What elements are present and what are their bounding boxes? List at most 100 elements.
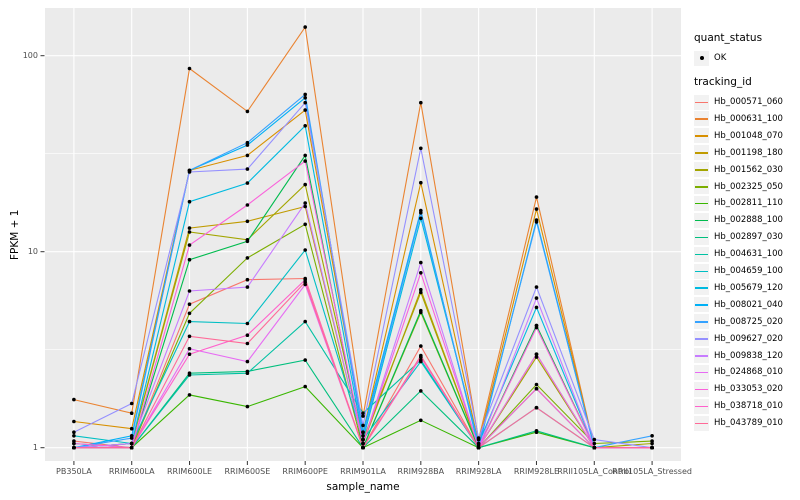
legend-item-Hb_008021_040: Hb_008021_040 (694, 297, 783, 313)
legend-item-Hb_002811_110: Hb_002811_110 (694, 195, 783, 211)
legend-item-label: Hb_024868_010 (714, 367, 783, 378)
legend-item-Hb_002897_030: Hb_002897_030 (694, 229, 783, 245)
legend-color-line (695, 287, 708, 289)
legend-item-Hb_004631_100: Hb_004631_100 (694, 246, 783, 262)
legend-item-label: Hb_038718_010 (714, 401, 783, 412)
legend-key-box (694, 229, 709, 245)
x-tick-label-RRIM928BA: RRIM928BA (397, 467, 445, 476)
legend-key-box (694, 145, 709, 161)
legend-key-box (694, 398, 709, 414)
legend-item-Hb_009838_120: Hb_009838_120 (694, 348, 783, 364)
legend-color-line (695, 304, 708, 306)
legend-color-line (695, 186, 708, 188)
legend-key-box (694, 128, 709, 144)
legend-key-box (694, 263, 709, 279)
legend-color-line (695, 152, 708, 154)
legend-item-Hb_001048_070: Hb_001048_070 (694, 128, 783, 144)
legend-color-line (695, 236, 708, 239)
legend-item-Hb_043789_010: Hb_043789_010 (694, 415, 783, 431)
legend-item-label: Hb_004631_100 (714, 249, 783, 260)
legend-item-label: Hb_009627_020 (714, 333, 783, 344)
x-tick-label-RRIM901LA: RRIM901LA (340, 467, 386, 476)
legend-item-Hb_001562_030: Hb_001562_030 (694, 162, 783, 178)
y-tick-label-100: 100 (22, 50, 38, 60)
legend-item-Hb_004659_100: Hb_004659_100 (694, 263, 783, 279)
legend-item-Hb_002888_100: Hb_002888_100 (694, 212, 783, 228)
legend-item-label: Hb_009838_120 (714, 350, 783, 361)
y-axis-title: FPKM + 1 (9, 209, 21, 260)
y-tick-label-1: 1 (32, 442, 38, 452)
legend-key-box (694, 297, 709, 313)
legend-color-line (695, 169, 708, 171)
legend-key-box (694, 162, 709, 178)
legend-color-line (695, 422, 708, 425)
x-tick-label-RRIM928LE: RRIM928LE (513, 467, 560, 476)
legend-key-box (694, 381, 709, 397)
legend-key-box (694, 280, 709, 296)
x-tick-label-RRII105LA_Control: RRII105LA_Control (557, 467, 632, 476)
legend-color-line (695, 219, 708, 222)
x-axis-title: sample_name (326, 481, 400, 493)
legend-item-Hb_038718_010: Hb_038718_010 (694, 398, 783, 414)
legend-key-box (694, 246, 709, 262)
legend-key-box (694, 94, 709, 110)
legend-color-line (695, 101, 708, 103)
legend-key-box (694, 348, 709, 363)
legend-title-quant-status: quant_status (694, 32, 763, 44)
legend-item-label: Hb_004659_100 (714, 266, 783, 276)
legend-item-Hb_000631_100: Hb_000631_100 (694, 111, 783, 127)
legend-color-line (695, 388, 708, 391)
legend-color-line (695, 355, 708, 357)
legend-item-Hb_024868_010: Hb_024868_010 (694, 364, 783, 380)
legend-color-line (695, 405, 708, 408)
legend-item-label: Hb_005679_120 (714, 282, 783, 293)
x-tick-label-RRIM600LE: RRIM600LE (166, 467, 213, 476)
legend-color-line (695, 202, 708, 205)
legend-item-label: Hb_033053_020 (714, 384, 783, 395)
legend-key-box (694, 415, 709, 431)
legend-item-label: Hb_001048_070 (714, 130, 783, 141)
legend-key-box (694, 179, 709, 194)
x-tick-label-RRIM928LA: RRIM928LA (455, 467, 502, 476)
legend-item-Hb_033053_020: Hb_033053_020 (694, 381, 783, 397)
x-tick-label-RRIM600LA: RRIM600LA (108, 467, 155, 476)
legend-key-box (694, 364, 709, 380)
legend-item-Hb_005679_120: Hb_005679_120 (694, 280, 783, 296)
legend-item-label: Hb_001562_030 (714, 164, 783, 175)
x-tick-label-RRII105LA_Stressed: RRII105LA_Stressed (612, 467, 692, 476)
legend-item-label: Hb_002811_110 (714, 198, 783, 209)
y-tick-label-10: 10 (27, 246, 38, 256)
legend-key-box (694, 50, 709, 66)
legend-item-Hb_001198_180: Hb_001198_180 (694, 145, 783, 161)
legend-key-box (694, 195, 709, 211)
x-tick-label-RRIM600PE: RRIM600PE (282, 467, 328, 476)
legend-key-box (694, 111, 709, 127)
axis-ticks (40, 55, 653, 465)
legend-item-Hb_000571_060: Hb_000571_060 (694, 94, 783, 110)
legend-item-label: Hb_002325_050 (714, 181, 783, 192)
legend-color-line (695, 321, 708, 323)
legend-item-label: Hb_000571_060 (714, 97, 783, 107)
legend-item-ok: OK (694, 50, 726, 66)
x-tick-label-PB350LA: PB350LA (56, 467, 92, 476)
x-tick-label-RRIM600SE: RRIM600SE (224, 467, 271, 476)
legend-item-Hb_002325_050: Hb_002325_050 (694, 179, 783, 195)
legend-item-label: Hb_008725_020 (714, 316, 783, 327)
point-marker-icon (699, 56, 704, 60)
legend-key-box (694, 212, 709, 228)
legend: quant_status OK tracking_id Hb_000571_06… (692, 0, 800, 500)
legend-color-line (695, 118, 708, 120)
legend-color-line (695, 253, 708, 256)
legend-item-label: Hb_043789_010 (714, 418, 783, 429)
legend-item-label: Hb_002888_100 (714, 215, 783, 226)
legend-color-line (695, 270, 708, 272)
legend-item-label: Hb_000631_100 (714, 113, 783, 124)
legend-color-line (695, 135, 708, 137)
legend-color-line (695, 371, 708, 374)
legend-key-box (694, 331, 709, 347)
legend-item-label: Hb_008021_040 (714, 299, 783, 310)
legend-color-line (695, 338, 708, 340)
legend-item-Hb_008725_020: Hb_008725_020 (694, 314, 783, 330)
